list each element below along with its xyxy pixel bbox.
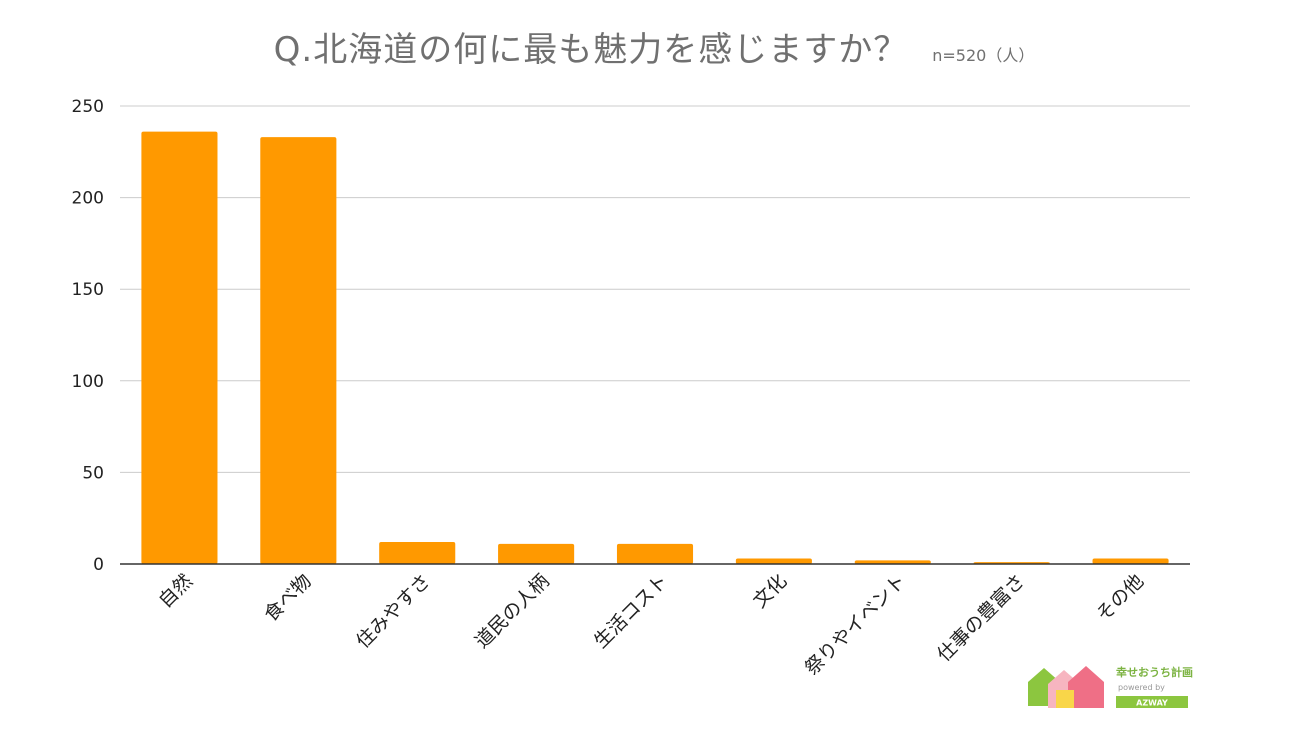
bar bbox=[1092, 558, 1169, 564]
y-tick-label: 150 bbox=[72, 280, 104, 300]
x-tick-label: 祭りやイベント bbox=[801, 570, 911, 680]
x-tick-label: 生活コスト bbox=[590, 570, 673, 653]
bar bbox=[735, 558, 812, 564]
x-tick-label: 食べ物 bbox=[260, 570, 316, 626]
y-tick-label: 100 bbox=[72, 372, 104, 392]
chart-subtitle: n=520（人） bbox=[932, 46, 1035, 65]
bar bbox=[498, 543, 575, 564]
x-tick-label: 住みやすさ bbox=[352, 570, 435, 653]
chart-title-wrap: Q.北海道の何に最も魅力を感じますか？ n=520（人） bbox=[0, 22, 1308, 71]
x-tick-label: 文化 bbox=[749, 570, 791, 612]
y-tick-label: 0 bbox=[93, 555, 104, 575]
x-tick-label: 自然 bbox=[155, 570, 197, 612]
y-tick-label: 50 bbox=[82, 463, 104, 483]
logo-brand: AZWAY bbox=[1136, 699, 1168, 708]
logo-sub: powered by bbox=[1118, 683, 1165, 692]
bar bbox=[616, 543, 694, 564]
bar bbox=[141, 131, 218, 564]
bar bbox=[854, 560, 931, 564]
x-tick-label: 仕事の豊富さ bbox=[933, 570, 1029, 666]
y-tick-label: 250 bbox=[72, 97, 104, 117]
x-tick-label: 道民の人柄 bbox=[471, 570, 554, 653]
chart-title: Q.北海道の何に最も魅力を感じますか？ bbox=[273, 30, 909, 70]
x-tick-label: その他 bbox=[1092, 570, 1148, 626]
logo-text: 幸せおうち計画 bbox=[1116, 665, 1193, 679]
bar bbox=[260, 137, 337, 565]
y-tick-label: 200 bbox=[72, 189, 104, 209]
brand-logo: 幸せおうち計画 powered by AZWAY bbox=[1026, 660, 1216, 712]
bar bbox=[379, 542, 456, 564]
house-icon bbox=[1068, 666, 1104, 708]
